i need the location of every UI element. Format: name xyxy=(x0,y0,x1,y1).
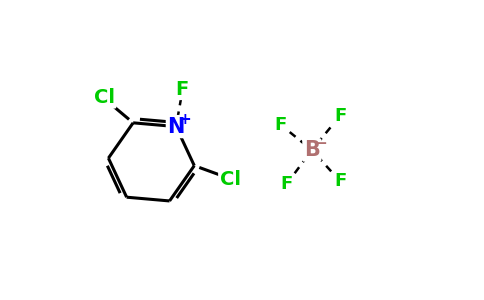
Text: +: + xyxy=(179,112,191,127)
Text: Cl: Cl xyxy=(220,170,241,189)
Text: B: B xyxy=(304,140,320,160)
Text: Cl: Cl xyxy=(94,88,115,107)
Text: F: F xyxy=(176,80,189,99)
Text: N: N xyxy=(167,117,185,136)
Text: F: F xyxy=(274,116,287,134)
Text: F: F xyxy=(280,175,293,193)
Text: −: − xyxy=(315,136,327,151)
Text: F: F xyxy=(334,172,346,190)
Text: F: F xyxy=(334,107,346,125)
